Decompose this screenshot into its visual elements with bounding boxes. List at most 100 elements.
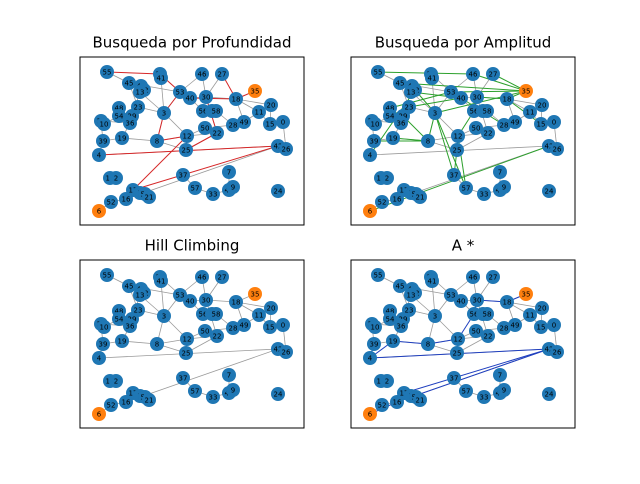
node-label: 7	[498, 169, 502, 177]
node	[123, 116, 137, 130]
node	[263, 320, 277, 334]
node	[363, 351, 377, 365]
node-label: 16	[122, 399, 131, 407]
node	[104, 398, 118, 412]
node	[386, 131, 400, 145]
node-label: 18	[503, 96, 512, 104]
node	[252, 308, 266, 322]
node-label: 40	[457, 95, 466, 103]
node	[92, 204, 106, 218]
node	[371, 65, 385, 79]
node	[183, 294, 197, 308]
node-label: 35	[251, 88, 260, 96]
node	[229, 295, 243, 309]
node	[92, 351, 106, 365]
node-label: 22	[213, 130, 222, 138]
node	[226, 383, 240, 397]
graph-panel: A *5545473213314153404627303518201115048…	[350, 237, 576, 429]
node-label: 16	[393, 196, 402, 204]
node-label: 52	[378, 402, 387, 410]
node-label: 12	[183, 336, 192, 344]
node	[469, 121, 483, 135]
node	[523, 105, 537, 119]
node	[535, 301, 549, 315]
node	[466, 67, 480, 81]
node-label: 55	[374, 69, 383, 77]
node-label: 10	[100, 121, 109, 129]
node-label: 56	[470, 311, 479, 319]
node	[404, 85, 418, 99]
node-label: 7	[498, 372, 502, 380]
node-label: 40	[186, 95, 195, 103]
node-label: 42	[545, 143, 554, 151]
node-label: 49	[511, 119, 520, 127]
node	[508, 115, 522, 129]
node	[481, 329, 495, 343]
node	[497, 180, 511, 194]
node-label: 36	[126, 120, 135, 128]
node-label: 37	[450, 172, 459, 180]
node	[112, 312, 126, 326]
node	[248, 84, 262, 98]
node	[92, 148, 106, 162]
node-label: 26	[553, 146, 562, 154]
node-label: 24	[545, 391, 554, 399]
node	[425, 71, 439, 85]
node-label: 2	[385, 175, 389, 183]
node	[500, 295, 514, 309]
node-label: 50	[201, 328, 210, 336]
node-label: 55	[103, 69, 112, 77]
node	[154, 71, 168, 85]
node-label: 21	[416, 397, 425, 405]
node-label: 16	[122, 196, 131, 204]
node	[542, 387, 556, 401]
node	[450, 346, 464, 360]
node-label: 12	[183, 133, 192, 141]
node	[375, 398, 389, 412]
node-label: 27	[218, 274, 227, 282]
node	[180, 129, 194, 143]
node-label: 17	[400, 390, 409, 398]
path-edge	[399, 82, 527, 92]
node	[394, 319, 408, 333]
node	[394, 116, 408, 130]
node	[459, 181, 473, 195]
node	[371, 268, 385, 282]
node	[367, 337, 381, 351]
node-label: 13	[136, 89, 145, 97]
node-label: 12	[454, 336, 463, 344]
node	[480, 307, 494, 321]
node-label: 6	[368, 411, 373, 419]
node	[97, 117, 111, 131]
node-label: 4	[97, 355, 102, 363]
node-label: 26	[282, 146, 291, 154]
node	[271, 387, 285, 401]
graph-panel: Busqueda por Amplitud5545473213314153404…	[350, 34, 576, 226]
node-label: 20	[538, 102, 547, 110]
node	[469, 324, 483, 338]
node	[477, 390, 491, 404]
path-edge	[389, 91, 452, 109]
node	[368, 320, 382, 334]
node-label: 53	[176, 89, 185, 97]
node	[383, 109, 397, 123]
node-label: 45	[125, 283, 134, 291]
node-label: 6	[368, 208, 373, 216]
node	[142, 393, 156, 407]
node	[115, 334, 129, 348]
node-label: 6	[97, 208, 102, 216]
node	[215, 67, 229, 81]
node-label: 39	[99, 138, 108, 146]
node-label: 15	[537, 121, 546, 129]
node-label: 17	[129, 187, 138, 195]
node-label: 8	[155, 138, 159, 146]
node	[215, 270, 229, 284]
node-label: 30	[473, 297, 482, 305]
node	[500, 92, 514, 106]
node-label: 18	[232, 96, 241, 104]
node	[188, 181, 202, 195]
node-label: 37	[179, 375, 188, 383]
node	[198, 121, 212, 135]
node-label: 57	[462, 185, 471, 193]
node	[226, 321, 240, 335]
